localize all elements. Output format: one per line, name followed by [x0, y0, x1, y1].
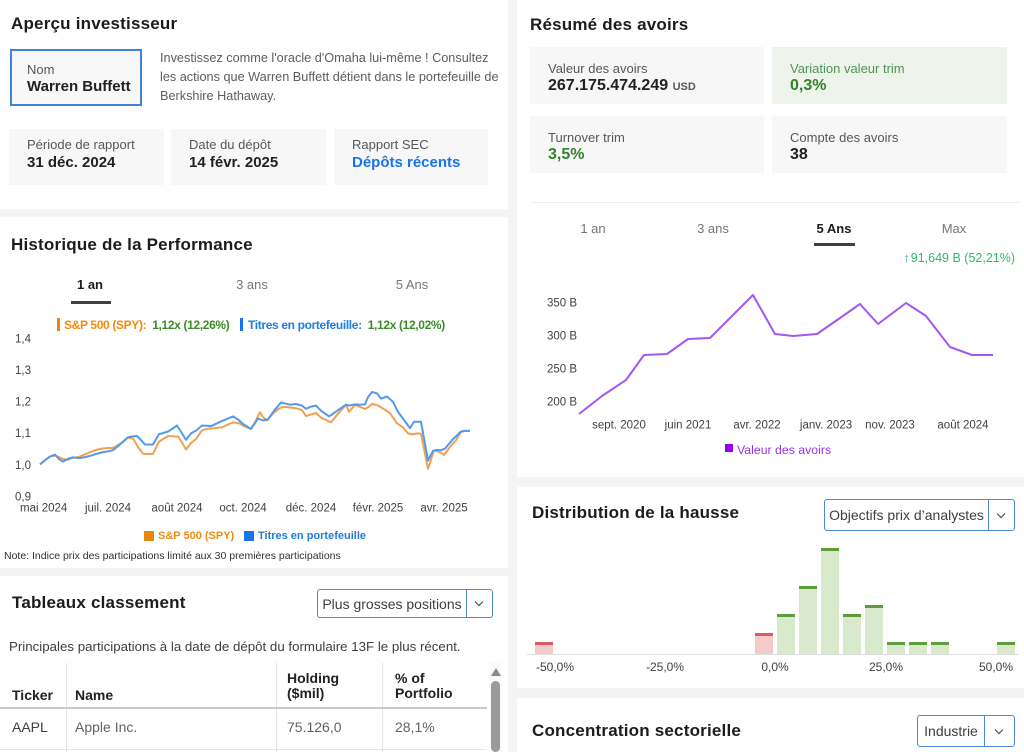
svg-text:250 B: 250 B	[547, 364, 577, 376]
svg-text:juin 2021: juin 2021	[664, 420, 712, 432]
svg-text:1,4: 1,4	[15, 334, 32, 346]
svg-text:avr. 2025: avr. 2025	[420, 503, 467, 515]
svg-text:300 B: 300 B	[547, 331, 577, 343]
svg-text:sept. 2020: sept. 2020	[592, 420, 646, 432]
svg-text:0,9: 0,9	[15, 492, 31, 504]
svg-text:juil. 2024: juil. 2024	[84, 503, 132, 515]
svg-text:août 2024: août 2024	[937, 420, 989, 432]
svg-text:1,2: 1,2	[15, 397, 31, 409]
svg-text:nov. 2023: nov. 2023	[865, 420, 915, 432]
svg-text:mai 2024: mai 2024	[20, 503, 68, 515]
svg-text:1,3: 1,3	[15, 365, 31, 377]
svg-text:août 2024: août 2024	[151, 503, 203, 515]
svg-text:200 B: 200 B	[547, 397, 577, 409]
svg-text:janv. 2023: janv. 2023	[799, 420, 852, 432]
svg-text:févr. 2025: févr. 2025	[353, 503, 404, 515]
svg-text:350 B: 350 B	[547, 298, 577, 310]
svg-text:1,0: 1,0	[15, 460, 31, 472]
svg-text:oct. 2024: oct. 2024	[219, 503, 267, 515]
svg-text:déc. 2024: déc. 2024	[286, 503, 337, 515]
svg-text:avr. 2022: avr. 2022	[733, 420, 780, 432]
svg-text:1,1: 1,1	[15, 428, 31, 440]
